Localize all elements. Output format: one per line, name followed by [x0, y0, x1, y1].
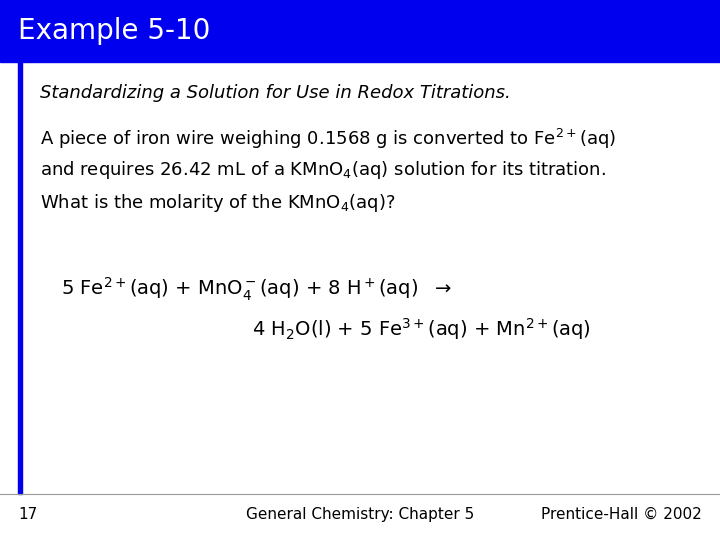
Text: Example 5-10: Example 5-10 [18, 17, 210, 45]
Text: and requires 26.42 mL of a KMnO$_4$(aq) solution for its titration.: and requires 26.42 mL of a KMnO$_4$(aq) … [40, 159, 606, 181]
Text: 17: 17 [18, 507, 37, 522]
Text: A piece of iron wire weighing 0.1568 g is converted to Fe$^{2+}$(aq): A piece of iron wire weighing 0.1568 g i… [40, 127, 616, 151]
Text: Prentice-Hall © 2002: Prentice-Hall © 2002 [541, 507, 702, 522]
Text: What is the molarity of the KMnO$_4$(aq)?: What is the molarity of the KMnO$_4$(aq)… [40, 192, 395, 214]
FancyBboxPatch shape [0, 0, 720, 62]
Text: General Chemistry: Chapter 5: General Chemistry: Chapter 5 [246, 507, 474, 522]
Text: 5 Fe$^{2+}$(aq) + MnO$_4^-$(aq) + 8 H$^+$(aq)  $\rightarrow$: 5 Fe$^{2+}$(aq) + MnO$_4^-$(aq) + 8 H$^+… [61, 275, 451, 303]
Text: 4 H$_2$O(l) + 5 Fe$^{3+}$(aq) + Mn$^{2+}$(aq): 4 H$_2$O(l) + 5 Fe$^{3+}$(aq) + Mn$^{2+}… [252, 316, 591, 342]
FancyBboxPatch shape [18, 62, 22, 494]
Text: Standardizing a Solution for Use in Redox Titrations.: Standardizing a Solution for Use in Redo… [40, 84, 510, 102]
